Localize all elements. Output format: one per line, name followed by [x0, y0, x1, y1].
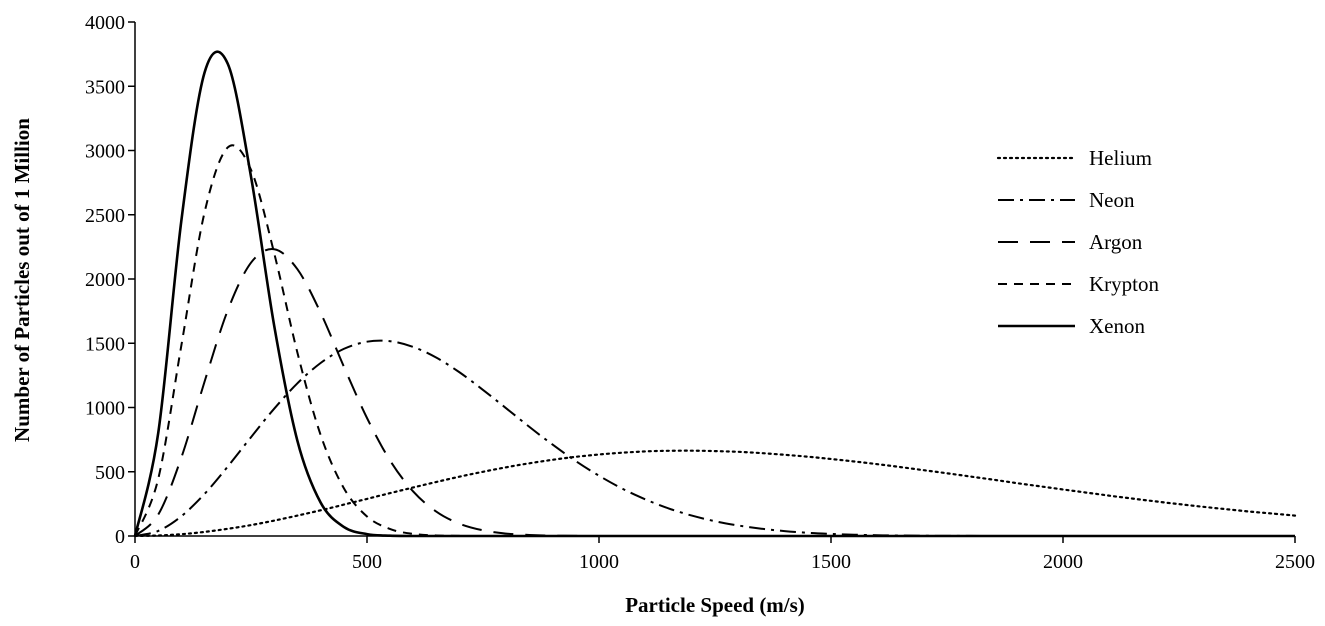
- y-tick-label: 2500: [85, 205, 125, 227]
- legend-label-xenon: Xenon: [1089, 314, 1145, 338]
- x-ticks: 0 500 1000 1500 2000 2500: [130, 536, 1315, 573]
- axes: 0 500 1000 1500 2000 2500 3000 3500 4000 0 500 100…: [85, 12, 1315, 573]
- legend-label-helium: Helium: [1089, 146, 1152, 170]
- legend-label-krypton: Krypton: [1089, 272, 1159, 296]
- legend-label-argon: Argon: [1089, 230, 1143, 254]
- y-tick-label: 3000: [85, 141, 125, 163]
- x-tick-label: 0: [130, 551, 140, 573]
- legend-item-krypton: Krypton: [998, 272, 1159, 296]
- legend: Helium Neon Argon Krypton Xenon: [996, 146, 1159, 338]
- y-tick-label: 0: [115, 526, 125, 548]
- legend-item-neon: Neon: [998, 188, 1135, 212]
- x-tick-label: 1500: [811, 551, 851, 573]
- x-tick-label: 500: [352, 551, 382, 573]
- legend-item-helium: Helium: [996, 146, 1152, 170]
- y-tick-label: 4000: [85, 12, 125, 34]
- y-tick-label: 1500: [85, 333, 125, 355]
- y-tick-label: 1000: [85, 398, 125, 420]
- x-tick-label: 2500: [1275, 551, 1315, 573]
- legend-label-neon: Neon: [1089, 188, 1135, 212]
- y-tick-label: 3500: [85, 76, 125, 98]
- y-ticks: 0 500 1000 1500 2000 2500 3000 3500 4000: [85, 12, 135, 548]
- legend-item-argon: Argon: [998, 230, 1143, 254]
- x-tick-label: 1000: [579, 551, 619, 573]
- legend-item-xenon: Xenon: [998, 314, 1145, 338]
- series-line-helium: [133, 449, 1297, 538]
- x-axis-title: Particle Speed (m/s): [625, 593, 805, 617]
- y-tick-label: 500: [95, 462, 125, 484]
- y-axis-title: Number of Particles out of 1 Million: [10, 118, 34, 442]
- x-tick-label: 2000: [1043, 551, 1083, 573]
- y-tick-label: 2000: [85, 269, 125, 291]
- series-line-neon: [134, 339, 1295, 537]
